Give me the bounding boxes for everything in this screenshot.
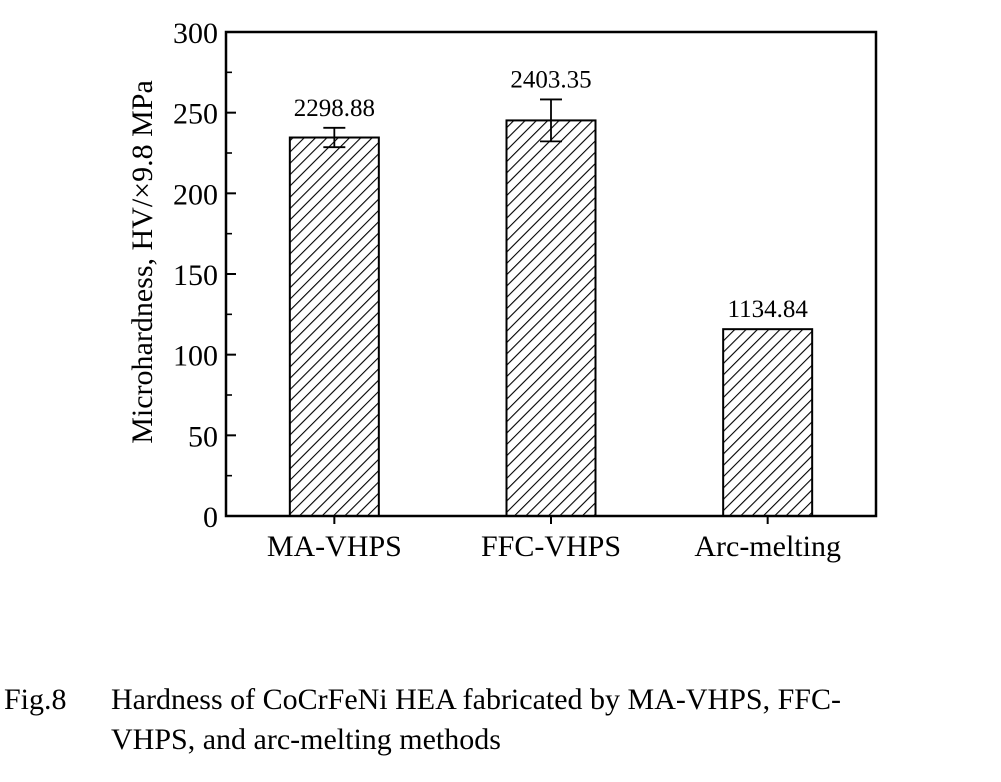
bar-chart: 2298.88 MA-VHPS 2403.35 FFC-VHPS 1134.84 Arc-…	[126, 17, 878, 563]
y-tick-label: 0	[203, 501, 218, 534]
y-tick-label: 250	[173, 98, 218, 131]
x-tick-label: MA-VHPS	[267, 530, 402, 563]
bar-arc-melting	[722, 328, 814, 517]
bar-ma-vhps	[288, 136, 380, 517]
y-tick-label: 300	[173, 17, 218, 50]
x-tick-label: FFC-VHPS	[481, 530, 621, 563]
data-label: 2298.88	[294, 95, 375, 122]
caption-text-line1: Hardness of CoCrFeNi HEA fabricated by M…	[111, 683, 841, 716]
axes-layer	[224, 30, 878, 524]
x-tick-label: Arc-melting	[694, 530, 841, 563]
data-label: 1134.84	[728, 296, 809, 323]
y-tick-label: 200	[173, 178, 218, 211]
figure-label: Fig.8	[4, 683, 67, 716]
y-tick-label: 100	[173, 340, 218, 373]
labels-layer: 2298.88 MA-VHPS 2403.35 FFC-VHPS 1134.84 Arc-…	[173, 17, 841, 563]
caption-text-line2: VHPS, and arc-melting methods	[111, 723, 501, 756]
y-tick-label: 150	[173, 259, 218, 292]
y-axis-title: Microhardness, HV/×9.8 MPa	[126, 80, 159, 444]
bar-ffc-vhps	[505, 119, 597, 517]
y-tick-label: 50	[188, 420, 218, 453]
bars-layer	[288, 98, 814, 517]
data-label: 2403.35	[510, 66, 591, 93]
figure-caption: Fig.8	[4, 683, 67, 717]
